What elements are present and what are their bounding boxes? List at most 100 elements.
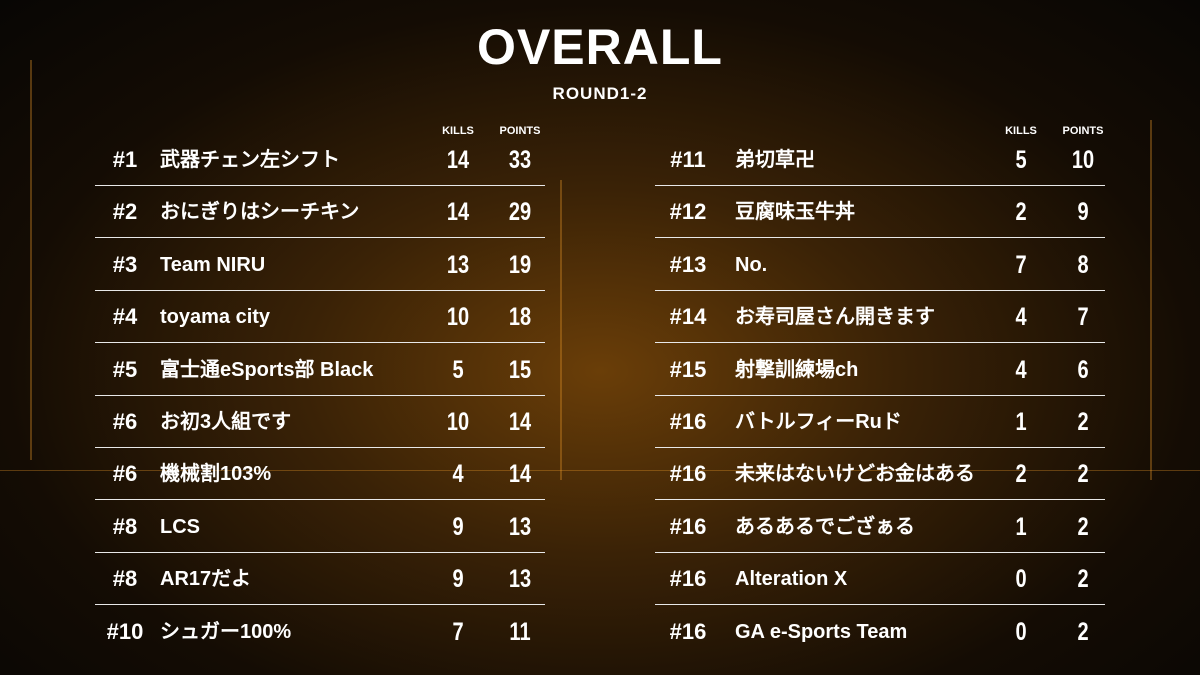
subtitle: ROUND1-2 bbox=[552, 84, 648, 103]
kills: 5 bbox=[452, 355, 464, 384]
points: 2 bbox=[1077, 617, 1089, 646]
rank: #10 bbox=[106, 618, 144, 644]
row-separator bbox=[655, 394, 1105, 396]
row-separator bbox=[655, 499, 1105, 501]
row-separator bbox=[655, 551, 1105, 553]
points: 9 bbox=[1077, 198, 1089, 227]
points: 14 bbox=[508, 408, 532, 436]
kills: 2 bbox=[1015, 198, 1027, 227]
points: 15 bbox=[508, 355, 532, 384]
team-name: AR17だよ bbox=[160, 568, 252, 591]
points: 13 bbox=[508, 512, 532, 541]
row-separator bbox=[655, 289, 1105, 291]
kills: 1 bbox=[1015, 408, 1027, 436]
kills: 4 bbox=[1015, 303, 1027, 332]
row-separator bbox=[95, 289, 545, 291]
kills: 10 bbox=[446, 408, 470, 436]
row-separator bbox=[655, 604, 1105, 606]
kills: 10 bbox=[446, 303, 470, 332]
points: 33 bbox=[508, 146, 532, 174]
team-name: お寿司屋さん開きます bbox=[735, 306, 935, 329]
row-separator bbox=[95, 447, 545, 448]
column-header: POINTS bbox=[1062, 125, 1104, 137]
row-separator bbox=[95, 342, 545, 344]
rank: #8 bbox=[112, 513, 138, 539]
row-separator bbox=[655, 185, 1105, 186]
kills: 1 bbox=[1015, 512, 1027, 541]
row-separator bbox=[95, 551, 545, 553]
bg-circuit bbox=[1150, 120, 1152, 480]
team-name: GA e-Sports Team bbox=[735, 620, 908, 643]
team-name: シュガー100% bbox=[160, 620, 292, 643]
rank: #3 bbox=[112, 251, 138, 277]
kills: 4 bbox=[452, 460, 464, 489]
rank: #6 bbox=[112, 409, 138, 434]
team-name: 未来はないけどお金はある bbox=[735, 463, 975, 486]
rank: #6 bbox=[112, 461, 138, 487]
rank: #11 bbox=[670, 147, 706, 172]
team-name: LCS bbox=[160, 515, 200, 538]
points: 18 bbox=[508, 303, 532, 332]
row-separator bbox=[655, 237, 1105, 239]
bg-circuit bbox=[560, 180, 562, 480]
kills: 13 bbox=[446, 250, 470, 279]
rank: #8 bbox=[112, 566, 138, 592]
points: 19 bbox=[508, 250, 532, 279]
rank: #14 bbox=[669, 304, 707, 330]
row-separator bbox=[95, 394, 545, 396]
points: 29 bbox=[508, 198, 532, 227]
team-name: 豆腐味玉牛丼 bbox=[735, 201, 855, 224]
kills: 5 bbox=[1015, 146, 1027, 174]
team-name: 機械割103% bbox=[160, 463, 272, 486]
kills: 2 bbox=[1015, 460, 1027, 489]
team-name: おにぎりはシーチキン bbox=[160, 201, 360, 224]
points: 2 bbox=[1077, 512, 1089, 541]
rank: #1 bbox=[112, 147, 138, 172]
team-name: No. bbox=[735, 253, 768, 276]
kills: 14 bbox=[446, 198, 470, 227]
team-name: toyama city bbox=[160, 306, 271, 329]
rank: #12 bbox=[669, 199, 707, 225]
bg-circuit bbox=[0, 470, 1200, 471]
kills: 9 bbox=[452, 512, 464, 541]
team-name: Team NIRU bbox=[160, 253, 266, 276]
row-separator bbox=[655, 447, 1105, 448]
rank: #16 bbox=[669, 566, 707, 592]
rank: #16 bbox=[669, 513, 707, 539]
row-separator bbox=[95, 237, 545, 239]
team-name: あるあるでござぁる bbox=[735, 515, 915, 538]
column-header: KILLS bbox=[1005, 125, 1037, 137]
rank: #13 bbox=[669, 251, 707, 277]
row-separator bbox=[95, 499, 545, 501]
title: OVERALL bbox=[477, 19, 723, 75]
points: 6 bbox=[1077, 355, 1089, 384]
rank: #16 bbox=[669, 409, 707, 434]
rank: #2 bbox=[112, 199, 138, 225]
row-separator bbox=[95, 185, 545, 186]
points: 11 bbox=[509, 617, 531, 646]
kills: 9 bbox=[452, 565, 464, 594]
row-separator bbox=[655, 342, 1105, 344]
kills: 0 bbox=[1015, 565, 1027, 594]
points: 2 bbox=[1077, 565, 1089, 594]
points: 13 bbox=[508, 565, 532, 594]
kills: 7 bbox=[1015, 250, 1027, 279]
rank: #4 bbox=[112, 304, 138, 330]
rank: #16 bbox=[669, 618, 707, 644]
bg-circuit bbox=[30, 60, 32, 460]
row-separator bbox=[95, 604, 545, 606]
column-header: POINTS bbox=[499, 125, 541, 137]
rank: #5 bbox=[112, 356, 138, 382]
points: 7 bbox=[1077, 303, 1089, 332]
kills: 0 bbox=[1015, 617, 1027, 646]
rank: #16 bbox=[669, 461, 707, 487]
points: 2 bbox=[1077, 408, 1089, 436]
team-name: 富士通eSports部 Black bbox=[160, 358, 374, 381]
team-name: 武器チェン左シフト bbox=[160, 149, 340, 171]
team-name: 射撃訓練場ch bbox=[735, 358, 859, 381]
kills: 4 bbox=[1015, 355, 1027, 384]
column-header: KILLS bbox=[442, 125, 474, 137]
points: 2 bbox=[1077, 460, 1089, 489]
team-name: バトルフィーRuド bbox=[735, 411, 902, 433]
